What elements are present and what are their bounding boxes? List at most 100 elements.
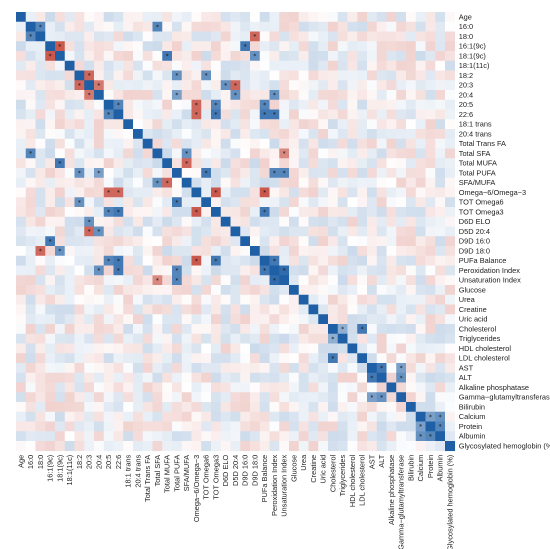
heatmap-cell (367, 21, 378, 32)
heatmap-cell (181, 80, 192, 91)
heatmap-cell (16, 129, 27, 140)
heatmap-cell (318, 90, 329, 101)
heatmap-cell (45, 255, 56, 266)
heatmap-cell (181, 168, 192, 179)
significance-star: * (88, 92, 91, 99)
heatmap-cell (298, 148, 309, 159)
heatmap-cell (425, 216, 436, 227)
heatmap-cell (425, 333, 436, 344)
heatmap-cell (220, 285, 231, 296)
heatmap-cell (133, 411, 144, 422)
heatmap-cell (142, 392, 153, 403)
heatmap-cell (74, 70, 85, 81)
heatmap-cell (425, 372, 436, 383)
heatmap-cell (113, 216, 124, 227)
heatmap-cell (308, 333, 319, 344)
heatmap-cell (152, 343, 163, 354)
heatmap-cell (386, 60, 397, 71)
heatmap-cell (298, 236, 309, 247)
heatmap-cell (337, 314, 348, 325)
heatmap-cell (94, 138, 105, 149)
heatmap-cell (133, 236, 144, 247)
heatmap-cell (367, 90, 378, 101)
heatmap-cell (162, 265, 173, 276)
heatmap-cell (74, 177, 85, 188)
heatmap-cell (35, 294, 46, 305)
heatmap-cell (55, 255, 66, 266)
heatmap-cell (74, 333, 85, 344)
heatmap-cell (94, 207, 105, 218)
heatmap-cell (298, 168, 309, 179)
heatmap-cell (152, 246, 163, 257)
heatmap-cell (435, 99, 446, 110)
significance-star: * (58, 43, 61, 50)
heatmap-cell (152, 12, 163, 23)
heatmap-cell (103, 402, 114, 413)
x-tick-label: 22:6 (114, 455, 123, 469)
heatmap-cell (25, 129, 36, 140)
heatmap-cell (269, 372, 280, 383)
heatmap-cell (376, 51, 387, 62)
heatmap-cell (396, 90, 407, 101)
heatmap-cell (298, 324, 309, 335)
heatmap-cell (279, 372, 290, 383)
heatmap-cell (230, 51, 241, 62)
heatmap-cell (103, 246, 114, 257)
significance-star: * (273, 277, 276, 284)
heatmap-cell (64, 421, 75, 432)
heatmap-cell (337, 12, 348, 23)
heatmap-cell (230, 12, 241, 23)
heatmap-cell (55, 158, 66, 169)
heatmap-cell (113, 372, 124, 383)
heatmap-cell (406, 402, 417, 413)
heatmap-cell (337, 119, 348, 130)
heatmap-cell (94, 382, 105, 393)
heatmap-cell (220, 148, 231, 159)
heatmap-cell (289, 177, 300, 188)
heatmap-cell (55, 226, 66, 237)
heatmap-cell (435, 285, 446, 296)
heatmap-cell (376, 12, 387, 23)
heatmap-cell (230, 392, 241, 403)
heatmap-cell (230, 333, 241, 344)
heatmap-cell (357, 372, 368, 383)
heatmap-cell (357, 304, 368, 315)
heatmap-cell (406, 148, 417, 159)
heatmap-cell (396, 353, 407, 364)
heatmap-cell (289, 275, 300, 286)
heatmap-cell (35, 138, 46, 149)
heatmap-cell (415, 421, 426, 432)
heatmap-cell (220, 129, 231, 140)
heatmap-cell (415, 324, 426, 335)
heatmap-cell (308, 177, 319, 188)
heatmap-cell (16, 70, 27, 81)
heatmap-cell (425, 392, 436, 403)
heatmap-cell (415, 236, 426, 247)
significance-star: * (88, 73, 91, 80)
heatmap-cell (337, 294, 348, 305)
heatmap-cell (152, 304, 163, 315)
heatmap-cell (133, 285, 144, 296)
heatmap-cell (211, 148, 222, 159)
heatmap-cell (415, 255, 426, 266)
heatmap-cell (201, 382, 212, 393)
y-tick-label: Age (459, 12, 472, 21)
heatmap-cell (445, 109, 456, 120)
heatmap-cell (435, 236, 446, 247)
heatmap-cell (406, 285, 417, 296)
heatmap-cell (367, 285, 378, 296)
heatmap-cell (162, 119, 173, 130)
y-tick-label: 18:1 trans (459, 120, 492, 129)
heatmap-cell (289, 285, 300, 296)
heatmap-cell (240, 411, 251, 422)
heatmap-cell (337, 285, 348, 296)
heatmap-cell (396, 109, 407, 120)
heatmap-cell (64, 324, 75, 335)
heatmap-cell (386, 207, 397, 218)
heatmap-cell (220, 109, 231, 120)
heatmap-cell (415, 177, 426, 188)
heatmap-cell (376, 177, 387, 188)
heatmap-cell (220, 421, 231, 432)
heatmap-cell (152, 255, 163, 266)
heatmap-cell (201, 109, 212, 120)
